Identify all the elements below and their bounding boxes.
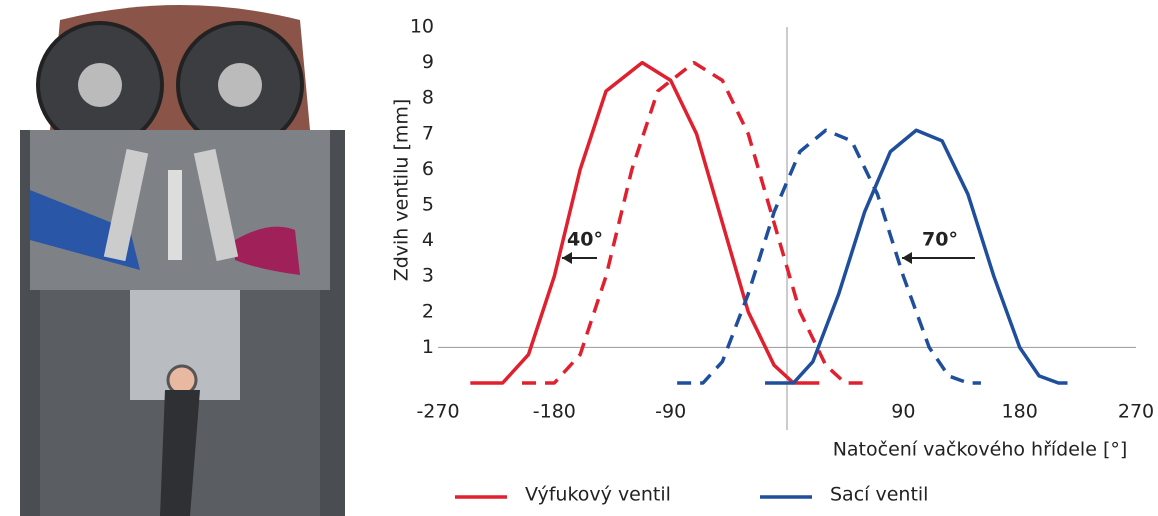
valve	[103, 148, 149, 262]
x-tick-label: -270	[416, 401, 459, 423]
x-tick-label: 180	[1002, 401, 1038, 423]
exhaust-port	[235, 226, 300, 275]
cam-hub	[218, 63, 262, 107]
x-tick-label: 90	[891, 401, 915, 423]
y-tick-label: 7	[422, 122, 434, 144]
series-line	[765, 128, 1068, 385]
y-tick-label: 1	[422, 336, 434, 358]
y-tick-label: 10	[410, 16, 434, 38]
arrowhead	[562, 252, 572, 264]
arrowhead	[902, 252, 912, 264]
x-tick-label: 270	[1118, 401, 1154, 423]
annotation: 40°	[567, 229, 603, 251]
y-tick-label: 6	[422, 158, 434, 180]
connecting-rod	[160, 390, 200, 516]
y-tick-label: 5	[422, 194, 434, 216]
y-tick-label: 3	[422, 265, 434, 287]
annotation: 70°	[922, 229, 958, 251]
series-line	[677, 128, 981, 385]
spark-plug	[168, 170, 182, 260]
y-axis-label: Zdvih ventilu [mm]	[391, 99, 413, 282]
legend-label: Sací ventil	[830, 484, 928, 506]
legend-label: Výfukový ventil	[525, 484, 671, 506]
x-tick-label: -180	[533, 401, 576, 423]
series-line	[522, 60, 872, 385]
piston-pin	[166, 364, 198, 396]
y-tick-label: 2	[422, 300, 434, 322]
valve	[193, 148, 239, 262]
y-tick-label: 8	[422, 87, 434, 109]
x-axis-label: Natočení vačkového hřídele [°]	[833, 439, 1128, 461]
plot: Zdvih ventilu [mm] Natočení vačkového hř…	[391, 16, 1155, 506]
series-line	[470, 60, 820, 385]
engine-illustration	[0, 0, 365, 516]
cam-hub	[78, 63, 122, 107]
x-tick-label: -90	[655, 401, 686, 423]
y-tick-label: 4	[422, 229, 434, 251]
y-tick-label: 9	[422, 51, 434, 73]
